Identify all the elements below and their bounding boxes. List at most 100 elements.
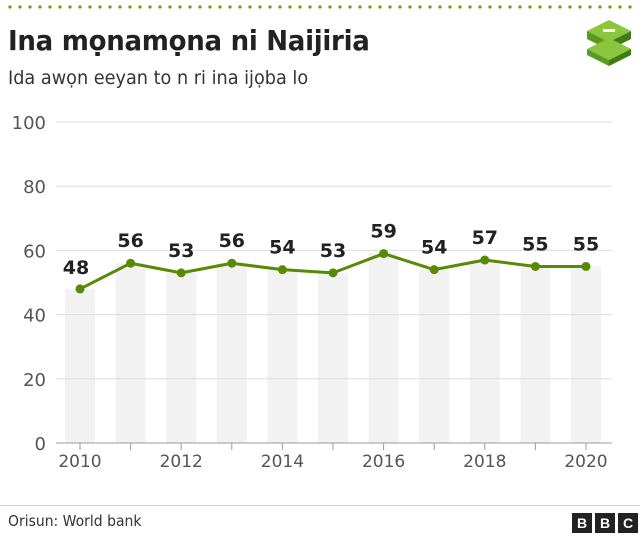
bbc-logo-letter: C <box>618 513 638 533</box>
rule-dot <box>498 5 502 9</box>
rule-dot <box>8 5 12 9</box>
rule-dot <box>118 5 122 9</box>
rule-dot <box>78 5 82 9</box>
data-point <box>480 255 490 265</box>
data-label: 55 <box>522 233 548 255</box>
background-bar <box>571 266 601 443</box>
rule-dot <box>248 5 252 9</box>
footer-divider <box>0 505 640 506</box>
x-tick-label: 2014 <box>261 452 304 472</box>
rule-dot <box>448 5 452 9</box>
background-bar <box>318 272 348 443</box>
chart-title: Ina mọnamọna ni Naijiria <box>8 24 370 57</box>
rule-dot <box>398 5 402 9</box>
rule-dot <box>568 5 572 9</box>
rule-dot <box>278 5 282 9</box>
data-label: 54 <box>421 237 447 259</box>
rule-dot <box>408 5 412 9</box>
rule-dot <box>208 5 212 9</box>
rule-dot <box>438 5 442 9</box>
rule-dot <box>38 5 42 9</box>
bbc-logo-letter: B <box>595 513 615 533</box>
rule-dot <box>588 5 592 9</box>
data-label: 48 <box>63 257 89 279</box>
chart-subtitle: Ida awọn eeyan to n ri ina ijọba lo <box>8 67 309 89</box>
source-note: Orisun: World bank <box>8 512 142 530</box>
rule-dot <box>98 5 102 9</box>
rule-dot <box>188 5 192 9</box>
rule-dot <box>228 5 232 9</box>
x-tick-label: 2010 <box>58 452 101 472</box>
data-label: 56 <box>219 230 245 252</box>
rule-dot <box>488 5 492 9</box>
rule-dot <box>418 5 422 9</box>
rule-dot <box>518 5 522 9</box>
x-tick-label: 2020 <box>564 452 607 472</box>
rule-dot <box>178 5 182 9</box>
rule-dot <box>578 5 582 9</box>
rule-dot <box>58 5 62 9</box>
rule-dot <box>108 5 112 9</box>
y-tick-label: 20 <box>23 370 46 391</box>
rule-dot <box>198 5 202 9</box>
x-tick-label: 2018 <box>463 452 506 472</box>
data-label: 57 <box>472 227 498 249</box>
rule-dot <box>298 5 302 9</box>
background-bar <box>469 260 500 443</box>
background-bar <box>520 266 551 443</box>
y-tick-label: 100 <box>12 113 46 134</box>
rule-dot <box>358 5 362 9</box>
dotted-top-rule <box>8 5 632 9</box>
rule-dot <box>348 5 352 9</box>
x-tick-label: 2012 <box>160 452 203 472</box>
rule-dot <box>168 5 172 9</box>
rule-dot <box>258 5 262 9</box>
data-point <box>379 249 389 259</box>
rule-dot <box>548 5 552 9</box>
data-point <box>277 265 287 275</box>
rule-dot <box>48 5 52 9</box>
data-point <box>429 265 439 275</box>
rule-dot <box>528 5 532 9</box>
background-bar <box>267 269 298 443</box>
rule-dot <box>478 5 482 9</box>
rule-dot <box>628 5 632 9</box>
background-bar <box>368 253 399 443</box>
rule-dot <box>68 5 72 9</box>
rule-dot <box>308 5 312 9</box>
rule-dot <box>318 5 322 9</box>
data-label: 59 <box>370 221 396 243</box>
rule-dot <box>468 5 472 9</box>
data-label: 56 <box>117 230 143 252</box>
rule-dot <box>18 5 22 9</box>
rule-dot <box>458 5 462 9</box>
background-bar <box>216 263 247 443</box>
background-bar <box>115 263 146 443</box>
bbc-logo-letter: B <box>572 513 592 533</box>
rule-dot <box>368 5 372 9</box>
data-point <box>75 284 85 294</box>
rule-dot <box>388 5 392 9</box>
y-tick-label: 80 <box>23 177 46 198</box>
rule-dot <box>428 5 432 9</box>
rule-dot <box>28 5 32 9</box>
rule-dot <box>538 5 542 9</box>
data-point <box>530 261 540 271</box>
rule-dot <box>618 5 622 9</box>
data-point <box>581 261 591 271</box>
rule-dot <box>598 5 602 9</box>
rule-dot <box>268 5 272 9</box>
data-point <box>328 268 338 278</box>
rule-dot <box>288 5 292 9</box>
data-label: 53 <box>320 240 346 262</box>
stacked-layers-icon <box>587 20 631 66</box>
line-chart: 0 20 40 60 80 100 2010 2012 2014 2016 2018 2020 48 56… <box>12 113 612 472</box>
bbc-logo: B B C <box>572 513 638 533</box>
background-bar <box>166 272 197 443</box>
y-tick-label: 0 <box>35 434 46 455</box>
data-point <box>176 268 186 278</box>
rule-dot <box>158 5 162 9</box>
data-point <box>227 258 237 268</box>
data-label: 55 <box>573 233 599 255</box>
rule-dot <box>378 5 382 9</box>
